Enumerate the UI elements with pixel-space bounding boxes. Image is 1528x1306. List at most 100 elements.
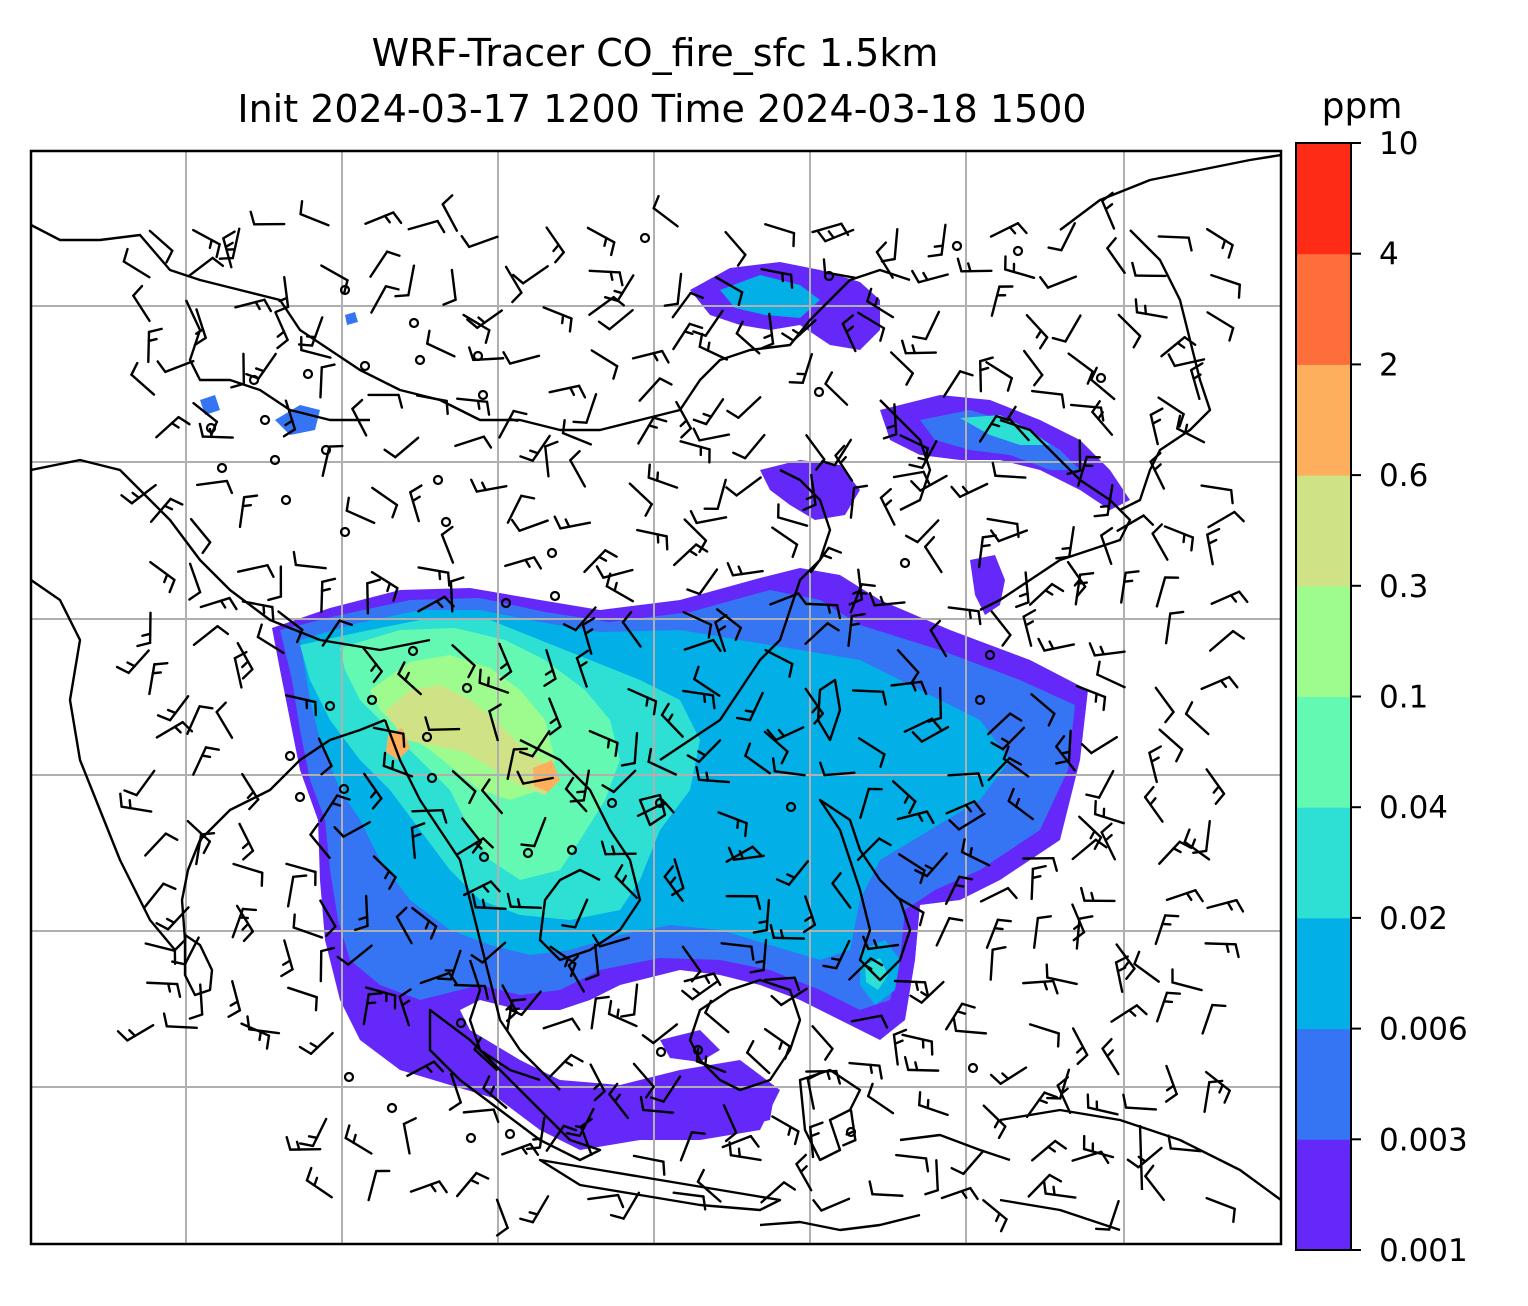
calm-wind-marker xyxy=(606,797,618,809)
wind-barb xyxy=(1116,514,1155,532)
wind-barb xyxy=(192,228,221,259)
colorbar-segment xyxy=(1296,807,1351,919)
calm-wind-marker xyxy=(320,444,332,456)
wind-barb xyxy=(647,747,678,776)
wind-barb xyxy=(506,494,536,524)
wind-barb xyxy=(849,583,876,614)
wind-barb xyxy=(982,1199,1008,1233)
wind-barb xyxy=(857,311,886,342)
wind-barb xyxy=(549,1053,584,1078)
wind-barb xyxy=(1117,313,1142,349)
calm-wind-marker xyxy=(1012,245,1024,257)
wind-barb xyxy=(1066,439,1082,476)
wind-barb xyxy=(850,1014,889,1029)
wind-barb xyxy=(696,1168,722,1203)
wind-barb xyxy=(831,872,852,909)
wind-barb xyxy=(146,981,182,998)
wind-barb xyxy=(122,247,151,279)
wind-barb xyxy=(632,1062,655,1099)
wind-barb xyxy=(809,546,843,574)
wind-barb xyxy=(868,591,906,607)
wind-barb xyxy=(1093,799,1125,825)
wind-barb xyxy=(189,517,212,555)
calm-wind-marker xyxy=(280,494,292,506)
wind-barb xyxy=(454,435,493,449)
wind-barb xyxy=(1210,273,1241,299)
wind-barb xyxy=(777,503,809,527)
calm-wind-marker xyxy=(461,682,473,694)
wind-barb xyxy=(143,882,177,909)
wind-barb xyxy=(1022,979,1059,995)
wind-barb xyxy=(575,649,589,688)
calm-wind-marker xyxy=(359,360,371,372)
wind-barb xyxy=(567,955,585,993)
calm-wind-marker xyxy=(522,847,534,859)
wind-barb xyxy=(735,320,761,355)
wind-barb xyxy=(771,1115,800,1146)
wind-barb xyxy=(1131,261,1167,278)
wind-barb xyxy=(1206,227,1234,259)
wind-barb xyxy=(804,687,825,725)
wind-barb xyxy=(745,1039,771,1075)
co-concentration-region xyxy=(660,1030,720,1062)
wind-barb xyxy=(501,1142,540,1156)
wind-barb xyxy=(1110,1004,1148,1023)
colorbar-tick-label: 0.6 xyxy=(1379,458,1428,494)
calm-wind-marker xyxy=(343,1071,355,1083)
wind-barb xyxy=(502,351,541,365)
wind-barb xyxy=(637,416,668,445)
wind-barb xyxy=(766,726,805,742)
wind-barb xyxy=(1144,1164,1165,1202)
wind-barb xyxy=(364,986,397,1010)
wind-barb xyxy=(848,1061,883,1080)
wind-barb xyxy=(1206,898,1245,913)
wind-barb xyxy=(236,564,275,578)
wind-barb xyxy=(990,726,1026,751)
wind-barb xyxy=(1093,484,1114,518)
wind-barb xyxy=(1086,1093,1119,1116)
wind-barb xyxy=(1025,313,1049,350)
wind-barb xyxy=(1030,864,1047,901)
wind-barb xyxy=(480,778,504,815)
wind-barb xyxy=(1160,336,1197,358)
wind-barb xyxy=(1025,1091,1058,1119)
wind-barb xyxy=(192,625,230,647)
wind-barb xyxy=(542,1017,581,1031)
wind-barb xyxy=(914,852,948,878)
wind-barb xyxy=(834,444,854,482)
coastline-segment xyxy=(519,738,642,962)
wind-barb xyxy=(601,769,637,794)
wind-barb xyxy=(562,606,597,632)
wind-barb xyxy=(1156,991,1182,1023)
wind-barb xyxy=(548,697,562,736)
co-concentration-region xyxy=(200,395,220,415)
wind-barb xyxy=(692,427,731,442)
wind-barb xyxy=(692,309,724,337)
wind-barb xyxy=(1074,571,1095,606)
wind-barb xyxy=(274,275,290,314)
wind-barb xyxy=(683,638,722,653)
calm-wind-marker xyxy=(440,516,452,528)
wind-barb xyxy=(945,800,984,815)
wind-barb xyxy=(724,230,747,267)
calm-wind-marker xyxy=(407,645,419,657)
calm-wind-marker xyxy=(338,783,350,795)
wind-barb xyxy=(795,1153,813,1192)
colorbar-tick-label: 0.003 xyxy=(1379,1122,1468,1158)
wind-barb xyxy=(818,761,856,777)
calm-wind-marker xyxy=(324,700,336,712)
wind-barb xyxy=(1133,950,1160,983)
wind-barb xyxy=(893,979,930,997)
wind-barb xyxy=(119,792,153,813)
colorbar-tick-label: 4 xyxy=(1379,237,1399,273)
wind-barb xyxy=(504,265,523,304)
wind-barb xyxy=(466,309,503,330)
wind-barb xyxy=(471,893,507,910)
colorbar-tick-label: 0.04 xyxy=(1379,790,1448,826)
co-concentration-region xyxy=(970,555,1005,615)
wind-barb xyxy=(927,686,943,723)
wind-barb xyxy=(230,352,246,389)
colorbar-segment xyxy=(1296,364,1351,476)
wind-barb xyxy=(590,349,619,380)
wind-barb xyxy=(725,894,762,911)
